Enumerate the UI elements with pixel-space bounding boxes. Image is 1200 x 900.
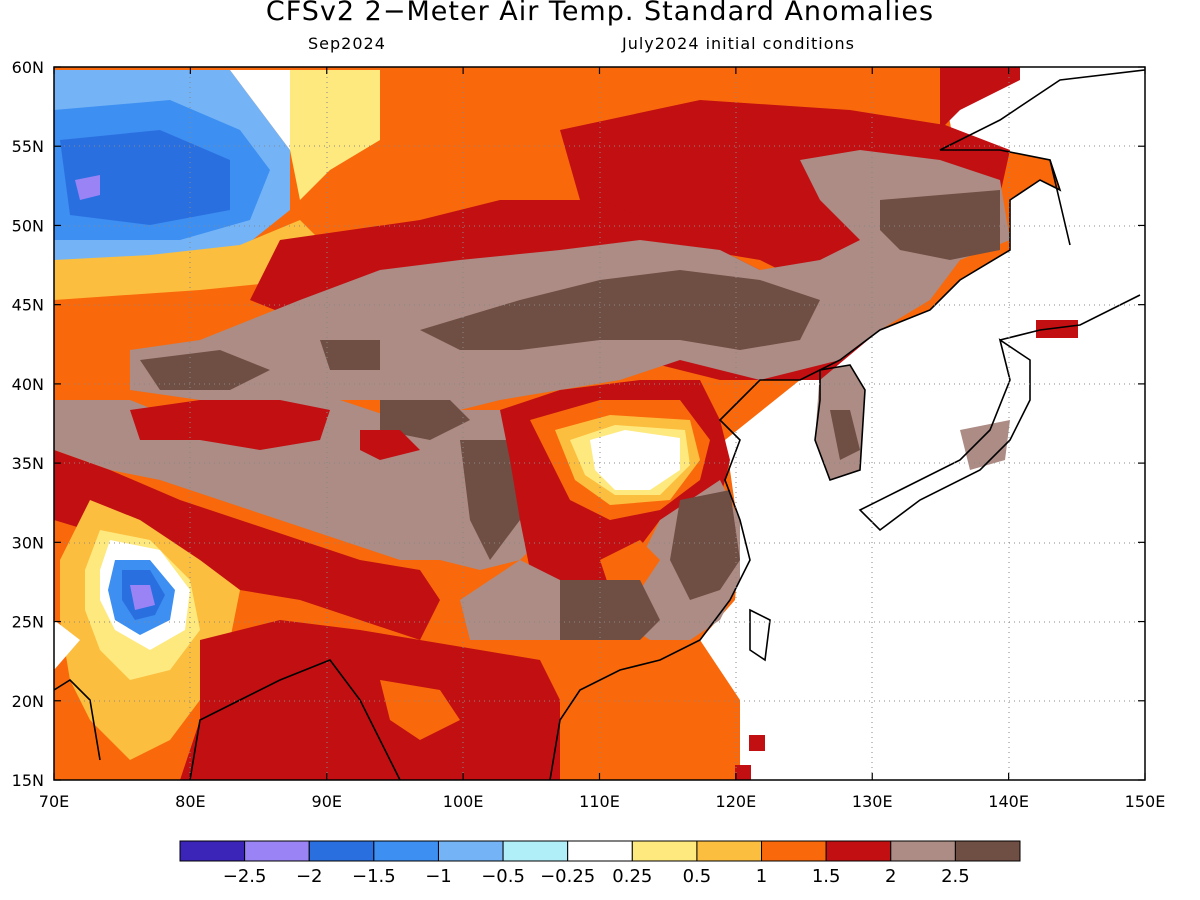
colorbar-swatch xyxy=(761,840,827,862)
lat-axis: 60N 55N 50N 45N 40N 35N 30N 25N 20N 15N xyxy=(12,58,1145,790)
colorbar-swatch xyxy=(244,840,310,862)
lon-tick-label: 140E xyxy=(988,792,1029,811)
colorbar-swatch xyxy=(437,840,504,862)
lat-tick-label: 30N xyxy=(12,533,44,552)
colorbar-swatch xyxy=(373,840,439,862)
lat-tick-label: 50N xyxy=(12,216,44,235)
lon-tick-label: 130E xyxy=(852,792,893,811)
lat-tick-label: 35N xyxy=(12,454,44,473)
lat-tick-label: 55N xyxy=(12,137,44,156)
anomaly-fill xyxy=(54,67,1145,780)
colorbar-label: 0.25 xyxy=(612,866,652,887)
colorbar-label: −1.5 xyxy=(352,866,396,887)
colorbar-label: 2 xyxy=(885,866,896,887)
lon-axis: 70E 80E 90E 100E 110E 120E 130E 140E 150E xyxy=(39,67,1166,811)
ocean-mask xyxy=(700,67,1145,780)
lat-tick-label: 45N xyxy=(12,296,44,315)
lon-tick-label: 80E xyxy=(175,792,205,811)
colorbar-swatch xyxy=(696,840,763,862)
colorbar-swatch xyxy=(631,840,698,862)
colorbar-label: −2.5 xyxy=(223,866,267,887)
colorbar-swatch xyxy=(825,840,892,862)
lat-tick-label: 60N xyxy=(12,58,44,77)
initial-conditions: July2024 initial conditions xyxy=(622,34,855,53)
lon-tick-label: 150E xyxy=(1125,792,1166,811)
colorbar-label: −0.5 xyxy=(481,866,525,887)
map-title: CFSv2 2−Meter Air Temp. Standard Anomali… xyxy=(265,0,935,27)
colorbar-label: 2.5 xyxy=(941,866,970,887)
lon-tick-label: 120E xyxy=(716,792,757,811)
colorbar-label: −1 xyxy=(425,866,452,887)
lat-tick-label: 25N xyxy=(12,613,44,632)
colorbar-swatch xyxy=(890,840,956,862)
colorbar: −2.5 −2 −1.5 −1 −0.5 −0.25 0.25 0.5 1 1.5 2 2.5 xyxy=(179,840,1021,887)
lon-tick-label: 70E xyxy=(39,792,69,811)
colorbar-swatch xyxy=(502,840,569,862)
colorbar-swatch xyxy=(567,840,633,862)
gridlines xyxy=(54,67,1145,780)
colorbar-swatch xyxy=(179,840,246,862)
colorbar-label: −2 xyxy=(296,866,323,887)
colorbar-label: 0.5 xyxy=(683,866,712,887)
colorbar-swatch xyxy=(308,840,375,862)
colorbar-swatch xyxy=(954,840,1021,862)
forecast-month: Sep2024 xyxy=(308,34,386,53)
lat-tick-label: 40N xyxy=(12,375,44,394)
colorbar-label: −0.25 xyxy=(540,866,595,887)
lon-tick-label: 90E xyxy=(312,792,342,811)
lat-tick-label: 15N xyxy=(12,771,44,790)
coastlines xyxy=(53,69,1146,781)
lon-tick-label: 100E xyxy=(443,792,484,811)
lon-tick-label: 110E xyxy=(579,792,620,811)
lat-tick-label: 20N xyxy=(12,692,44,711)
colorbar-label: 1 xyxy=(756,866,767,887)
colorbar-label: 1.5 xyxy=(812,866,841,887)
